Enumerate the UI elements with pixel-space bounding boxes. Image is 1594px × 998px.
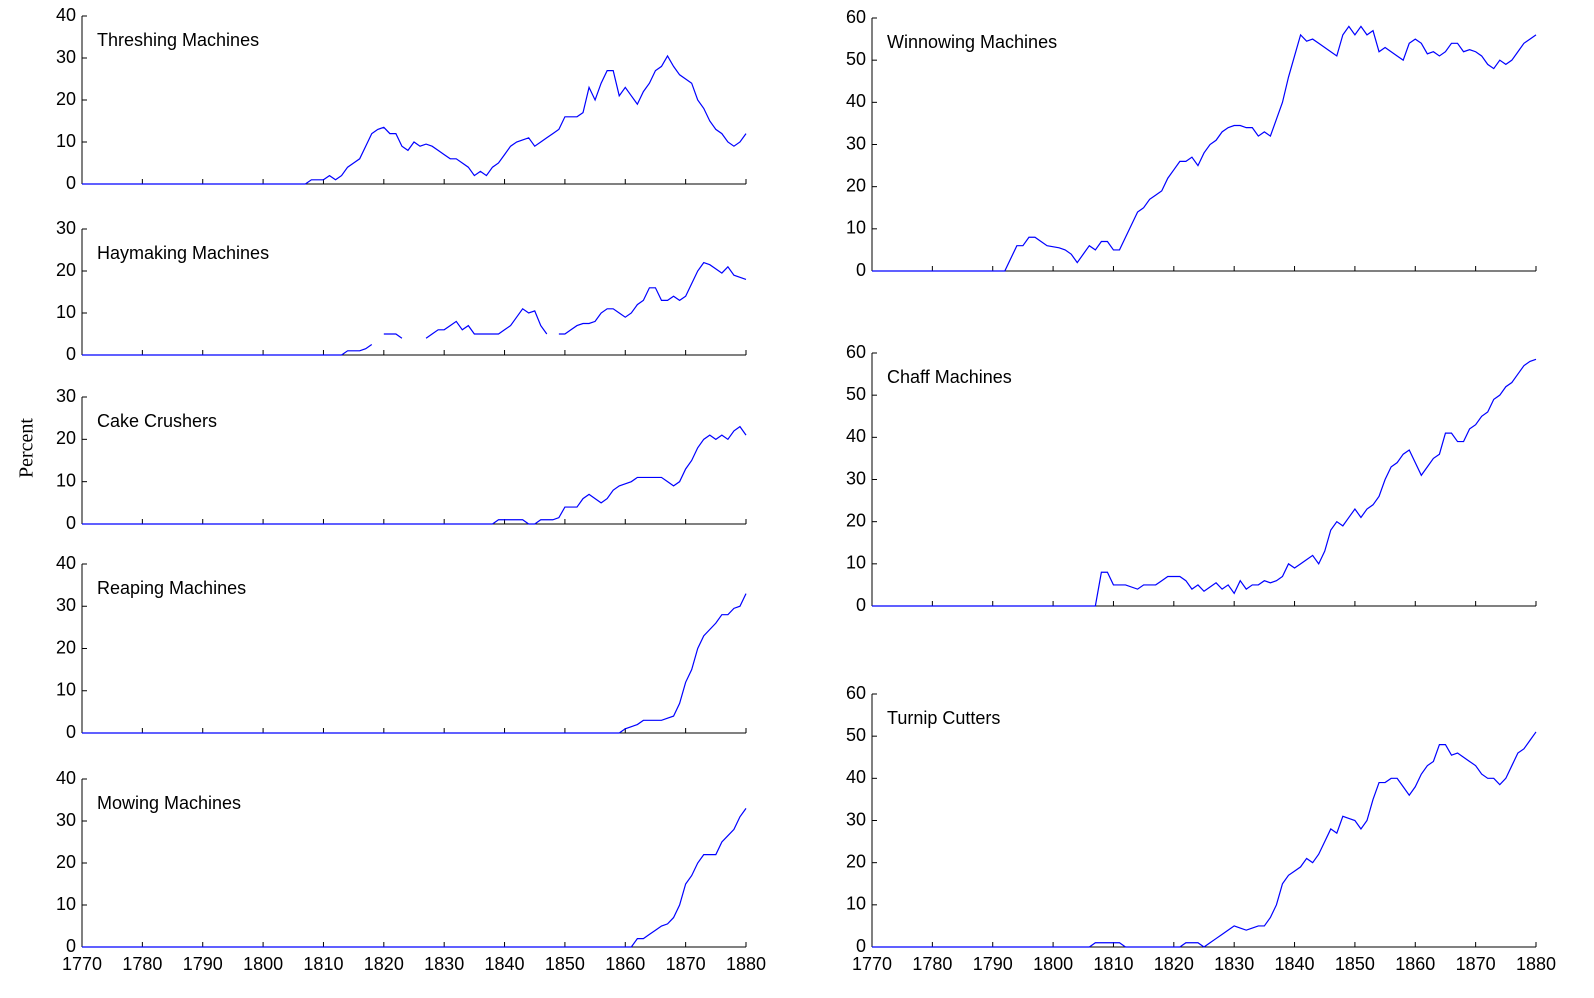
x-tick-label: 1790 [183, 954, 223, 974]
y-tick-label: 30 [846, 809, 866, 829]
y-tick-label: 30 [56, 218, 76, 238]
y-tick-label: 40 [846, 91, 866, 111]
panel-title: Threshing Machines [97, 30, 259, 50]
data-line [82, 593, 747, 734]
panel-title: Winnowing Machines [887, 32, 1057, 52]
y-tick-label: 40 [56, 768, 76, 788]
data-line [872, 731, 1537, 948]
x-tick-label: 1800 [1033, 954, 1073, 974]
y-tick-label: 30 [56, 810, 76, 830]
y-tick-label: 20 [56, 852, 76, 872]
y-tick-label: 40 [56, 5, 76, 25]
y-tick-label: 60 [846, 683, 866, 703]
data-line [82, 808, 747, 948]
x-tick-label: 1830 [424, 954, 464, 974]
data-line [82, 425, 747, 525]
y-tick-label: 10 [56, 680, 76, 700]
x-tick-label: 1840 [1275, 954, 1315, 974]
x-tick-label: 1780 [122, 954, 162, 974]
panel-title: Mowing Machines [97, 793, 241, 813]
x-tick-label: 1810 [303, 954, 343, 974]
y-tick-label: 20 [56, 428, 76, 448]
y-tick-label: 20 [846, 175, 866, 195]
y-tick-label: 10 [846, 894, 866, 914]
x-tick-label: 1800 [243, 954, 283, 974]
y-tick-label: 60 [846, 342, 866, 362]
y-tick-label: 50 [846, 49, 866, 69]
panel-title: Turnip Cutters [887, 708, 1000, 728]
y-tick-label: 40 [846, 426, 866, 446]
y-tick-label: 0 [66, 722, 76, 742]
data-line [872, 25, 1537, 272]
data-line [872, 358, 1537, 607]
y-tick-label: 40 [56, 553, 76, 573]
x-tick-label: 1880 [1516, 954, 1556, 974]
y-tick-label: 20 [56, 89, 76, 109]
y-tick-label: 10 [56, 470, 76, 490]
x-tick-label: 1860 [1395, 954, 1435, 974]
y-tick-label: 20 [56, 260, 76, 280]
y-tick-label: 0 [856, 595, 866, 615]
y-tick-label: 0 [66, 173, 76, 193]
y-tick-label: 30 [56, 47, 76, 67]
x-tick-label: 1820 [364, 954, 404, 974]
x-tick-label: 1840 [485, 954, 525, 974]
y-axis-label: Percent [16, 418, 38, 478]
y-tick-label: 10 [56, 131, 76, 151]
y-tick-label: 20 [846, 510, 866, 530]
x-tick-label: 1770 [852, 954, 892, 974]
panel-title: Reaping Machines [97, 578, 246, 598]
y-tick-label: 0 [66, 936, 76, 956]
x-tick-label: 1830 [1214, 954, 1254, 974]
y-tick-label: 40 [846, 767, 866, 787]
y-tick-label: 10 [56, 302, 76, 322]
x-tick-label: 1820 [1154, 954, 1194, 974]
x-tick-label: 1850 [545, 954, 585, 974]
data-line [82, 54, 747, 185]
y-tick-label: 0 [66, 344, 76, 364]
x-tick-label: 1870 [1456, 954, 1496, 974]
x-tick-label: 1860 [605, 954, 645, 974]
x-tick-label: 1850 [1335, 954, 1375, 974]
panel-title: Cake Crushers [97, 411, 217, 431]
y-tick-label: 50 [846, 384, 866, 404]
x-tick-label: 1790 [973, 954, 1013, 974]
panel-title: Haymaking Machines [97, 243, 269, 263]
x-tick-label: 1880 [726, 954, 766, 974]
data-line [82, 261, 747, 356]
y-tick-label: 20 [56, 637, 76, 657]
y-tick-label: 0 [66, 513, 76, 533]
x-tick-label: 1770 [62, 954, 102, 974]
y-tick-label: 30 [56, 386, 76, 406]
y-tick-label: 30 [846, 468, 866, 488]
y-tick-label: 0 [856, 260, 866, 280]
x-tick-label: 1780 [912, 954, 952, 974]
x-tick-label: 1810 [1093, 954, 1133, 974]
y-tick-label: 30 [56, 595, 76, 615]
y-tick-label: 10 [56, 894, 76, 914]
y-tick-label: 60 [846, 7, 866, 27]
y-tick-label: 0 [856, 936, 866, 956]
y-tick-label: 10 [846, 553, 866, 573]
panel-title: Chaff Machines [887, 367, 1012, 387]
x-tick-label: 1870 [666, 954, 706, 974]
y-tick-label: 10 [846, 218, 866, 238]
y-tick-label: 20 [846, 851, 866, 871]
y-tick-label: 30 [846, 133, 866, 153]
y-tick-label: 50 [846, 725, 866, 745]
